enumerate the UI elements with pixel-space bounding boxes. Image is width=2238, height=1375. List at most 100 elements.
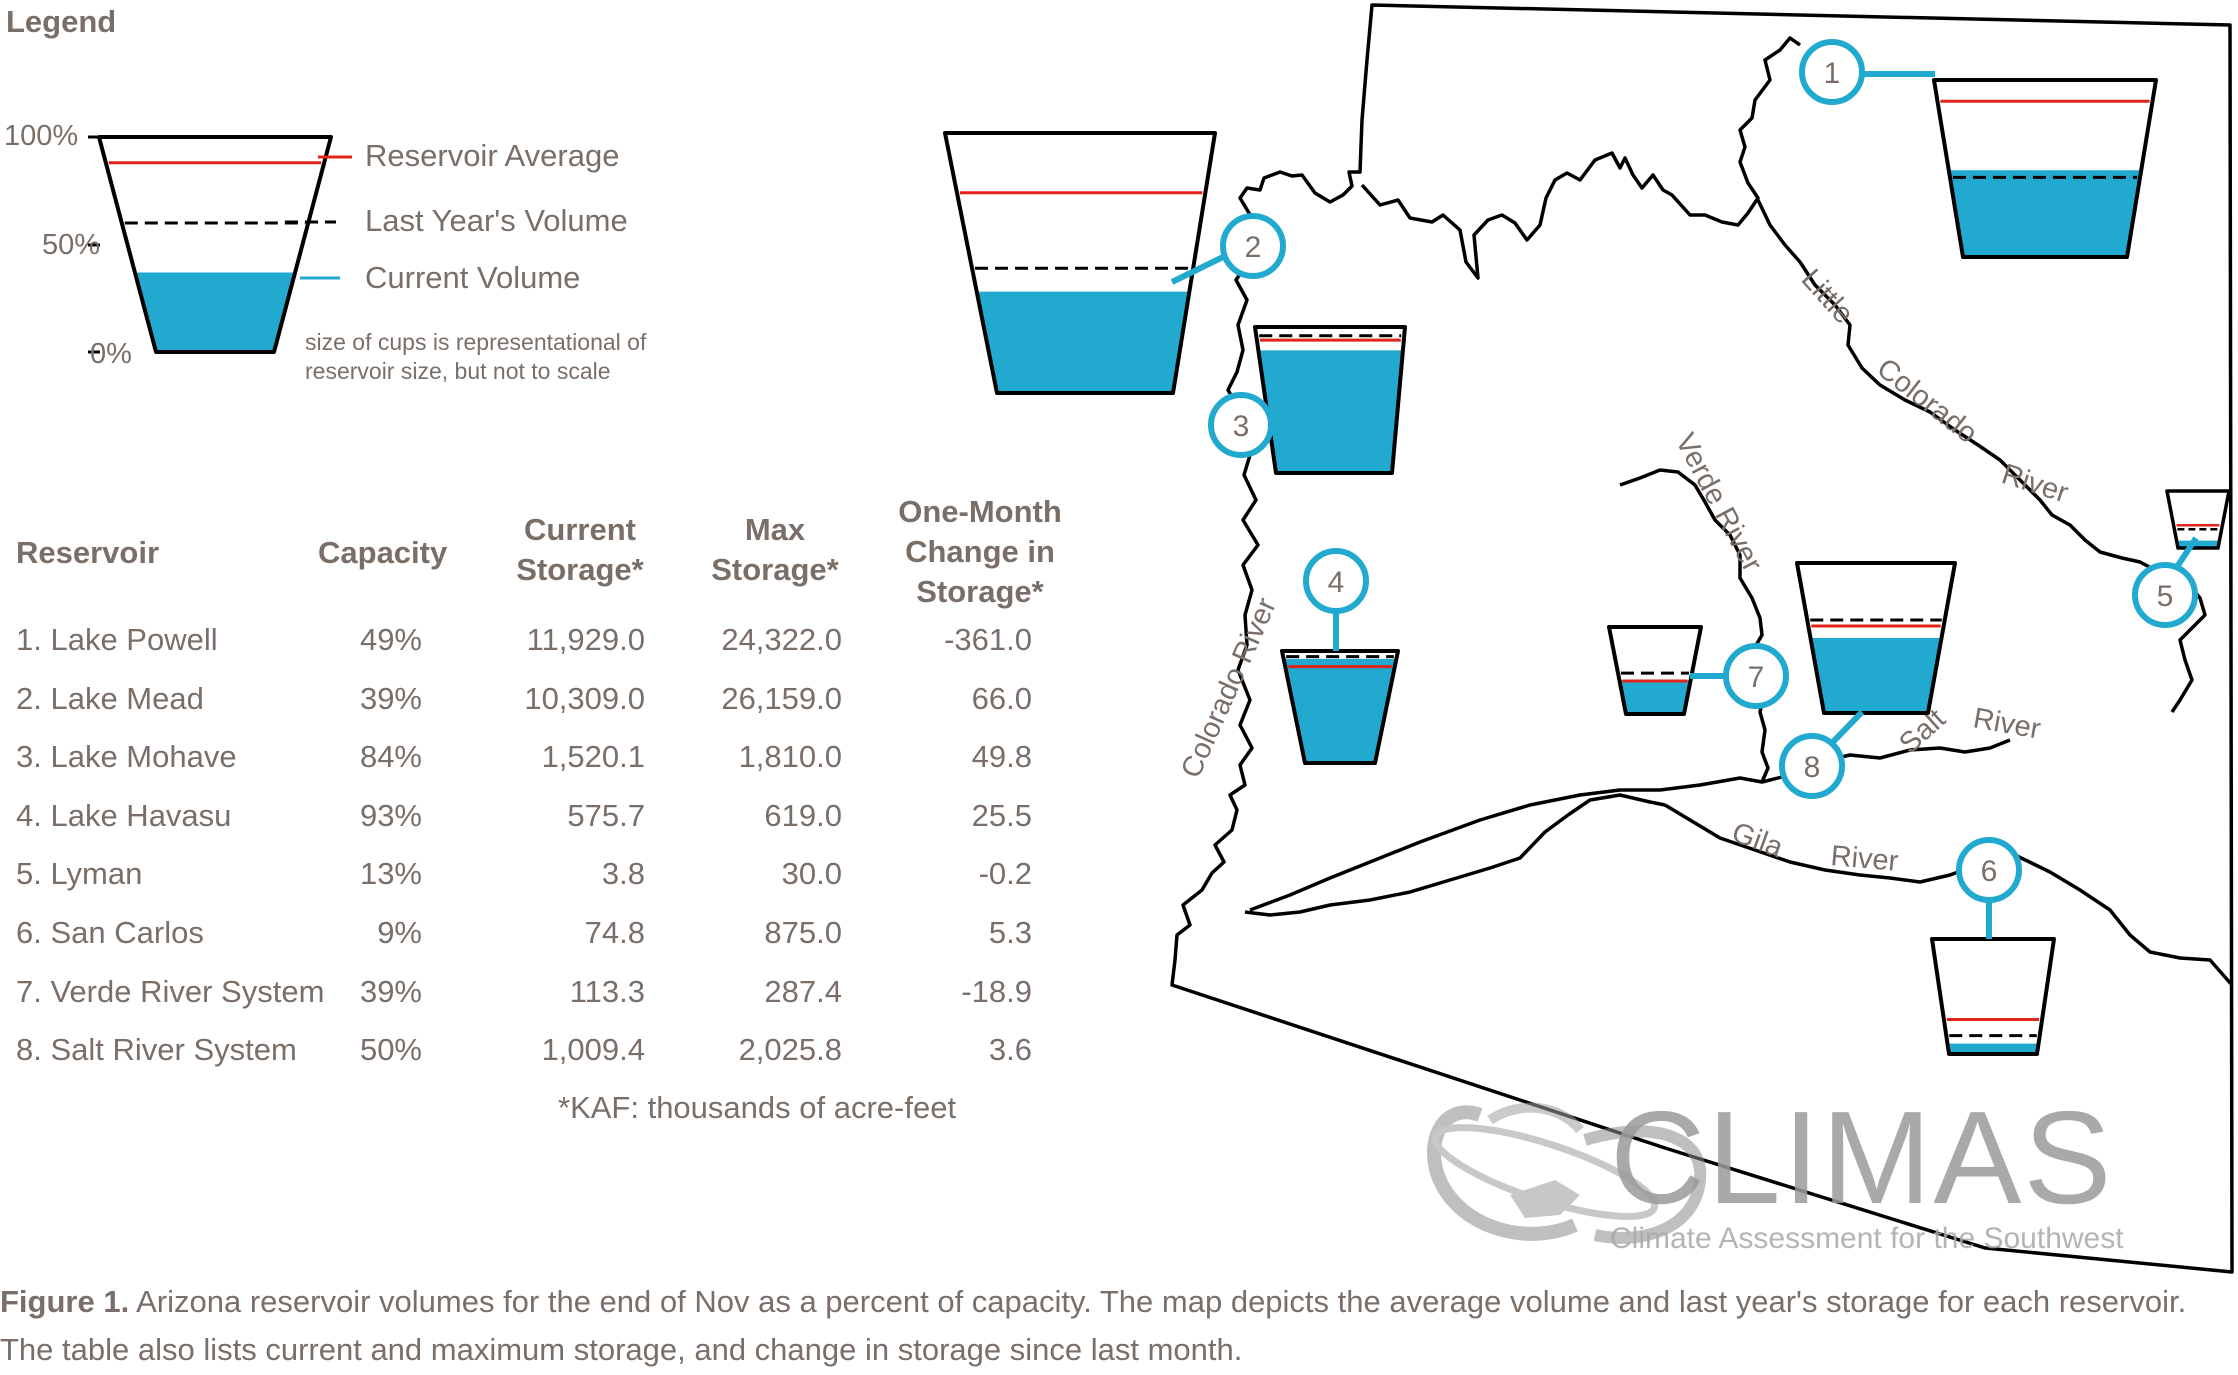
legend-label-average: Reservoir Average	[365, 138, 620, 173]
reservoir-cup-1-current-volume	[1948, 170, 2142, 257]
cell-one-month-change: 49.8	[971, 739, 1032, 774]
logo-name: CLIMAS	[1610, 1084, 2113, 1231]
reservoir-cup-4-current-volume	[1283, 658, 1397, 763]
cell-max-storage: 24,322.0	[721, 622, 842, 657]
reservoir-cup-5-outline	[2165, 489, 2231, 550]
cell-max-storage: 30.0	[781, 856, 842, 891]
reservoir-cup-2-outline	[943, 131, 1217, 395]
legend-tick-100: 100%	[4, 120, 79, 152]
marker-circle-8[interactable]	[1779, 733, 1845, 799]
reservoir-cup-8: 8	[1779, 561, 1957, 799]
climas-logo-mark	[1427, 1102, 1707, 1244]
header-max-line2: Storage*	[711, 552, 839, 587]
figure-caption: Figure 1. Arizona reservoir volumes for …	[0, 1278, 2230, 1374]
cell-reservoir-name: 5. Lyman	[16, 856, 143, 891]
cell-current-storage: 3.8	[601, 856, 645, 891]
marker-number-4: 4	[1328, 566, 1345, 599]
reservoir-cup-7: 7	[1607, 625, 1789, 716]
reservoir-cup-5: 5	[2132, 489, 2231, 628]
cell-one-month-change: -361.0	[944, 622, 1032, 657]
label-river-east: River	[1998, 458, 2073, 509]
cell-max-storage: 875.0	[764, 915, 842, 950]
cell-reservoir-name: 2. Lake Mead	[16, 681, 204, 716]
cell-max-storage: 1,810.0	[738, 739, 842, 774]
label-colorado-river: Colorado River	[1175, 593, 1283, 783]
marker-circle-5[interactable]	[2132, 562, 2198, 628]
cell-capacity: 39%	[359, 681, 422, 716]
cell-capacity: 49%	[359, 622, 422, 657]
header-change-line1: One-Month	[898, 494, 1062, 529]
header-current-line1: Current	[524, 512, 636, 547]
legend-title: Legend	[6, 4, 117, 39]
label-gila-river: River	[1829, 840, 1900, 878]
cell-reservoir-name: 8. Salt River System	[16, 1032, 297, 1067]
marker-circle-2[interactable]	[1220, 213, 1286, 279]
reservoir-cup-7-current-volume	[1619, 680, 1691, 714]
reservoir-cup-2-current-volume	[976, 291, 1190, 393]
cell-max-storage: 26,159.0	[721, 681, 842, 716]
colorado-river-north	[1360, 36, 1802, 280]
marker-leader-2	[1170, 253, 1227, 285]
marker-leader-5	[2172, 536, 2199, 572]
cell-current-storage: 1,520.1	[541, 739, 645, 774]
cell-one-month-change: 3.6	[988, 1032, 1032, 1067]
marker-number-5: 5	[2157, 580, 2174, 613]
header-current-storage: Current Storage*	[505, 510, 655, 590]
marker-circle-6[interactable]	[1956, 837, 2022, 903]
cell-reservoir-name: 1. Lake Powell	[16, 622, 218, 657]
salt-gila-river	[1249, 738, 2011, 912]
cell-reservoir-name: 7. Verde River System	[16, 974, 325, 1009]
legend-cup-current-volume	[134, 272, 296, 352]
climas-logo: CLIMAS Climate Assessment for the Southw…	[1427, 1084, 2124, 1255]
header-change-line3: Storage*	[916, 574, 1044, 609]
marker-circle-4[interactable]	[1303, 548, 1369, 614]
reservoir-cup-3-current-volume	[1258, 350, 1403, 473]
reservoir-cup-6-outline	[1930, 937, 2056, 1056]
reservoir-cup-7-outline	[1607, 625, 1703, 716]
marker-circle-1[interactable]	[1799, 39, 1865, 105]
reservoir-cup-2: 2	[943, 131, 1286, 395]
header-capacity: Capacity	[318, 535, 448, 570]
cell-max-storage: 287.4	[764, 974, 842, 1009]
marker-number-8: 8	[1804, 751, 1821, 784]
cell-one-month-change: 5.3	[988, 915, 1032, 950]
label-little: Little	[1795, 263, 1860, 330]
reservoir-cup-8-outline	[1795, 561, 1957, 715]
marker-circle-3[interactable]	[1208, 392, 1274, 458]
legend-cup	[88, 135, 352, 354]
cell-max-storage: 619.0	[764, 798, 842, 833]
marker-number-6: 6	[1981, 855, 1998, 888]
header-max-storage: Max Storage*	[700, 510, 850, 590]
logo-tagline: Climate Assessment for the Southwest	[1610, 1222, 2124, 1255]
legend-tick-50: 50%	[42, 229, 101, 261]
reservoir-cup-3: 3	[1208, 325, 1407, 475]
cell-current-storage: 113.3	[569, 974, 645, 1009]
label-colorado-east: Colorado	[1871, 352, 1983, 450]
cell-capacity: 13%	[359, 856, 422, 891]
marker-number-1: 1	[1824, 57, 1841, 90]
marker-number-7: 7	[1748, 661, 1765, 694]
cell-reservoir-name: 6. San Carlos	[16, 915, 204, 950]
reservoir-cup-6: 6	[1930, 837, 2056, 1056]
marker-leader-8	[1827, 709, 1865, 748]
cell-current-storage: 10,309.0	[524, 681, 645, 716]
reservoir-cup-4: 4	[1280, 548, 1400, 765]
header-one-month-change: One-Month Change in Storage*	[880, 492, 1080, 612]
legend-cup-outline	[97, 135, 333, 354]
reservoir-cup-8-current-volume	[1810, 638, 1942, 713]
cell-current-storage: 11,929.0	[526, 622, 645, 657]
verde-river	[1619, 468, 1770, 783]
cups-layer: 1 2 3 4 5 6 7 8	[943, 39, 2231, 1056]
label-verde-river: Verde River	[1669, 428, 1769, 577]
marker-circle-7[interactable]	[1723, 643, 1789, 709]
header-reservoir: Reservoir	[16, 535, 160, 570]
legend-tick-0: 0%	[90, 338, 132, 370]
cell-capacity: 9%	[377, 915, 422, 950]
cell-current-storage: 1,009.4	[541, 1032, 645, 1067]
header-change-line2: Change in	[905, 534, 1055, 569]
cell-current-storage: 575.7	[567, 798, 645, 833]
table-footnote: *KAF: thousands of acre-feet	[558, 1090, 957, 1125]
marker-number-3: 3	[1233, 410, 1250, 443]
